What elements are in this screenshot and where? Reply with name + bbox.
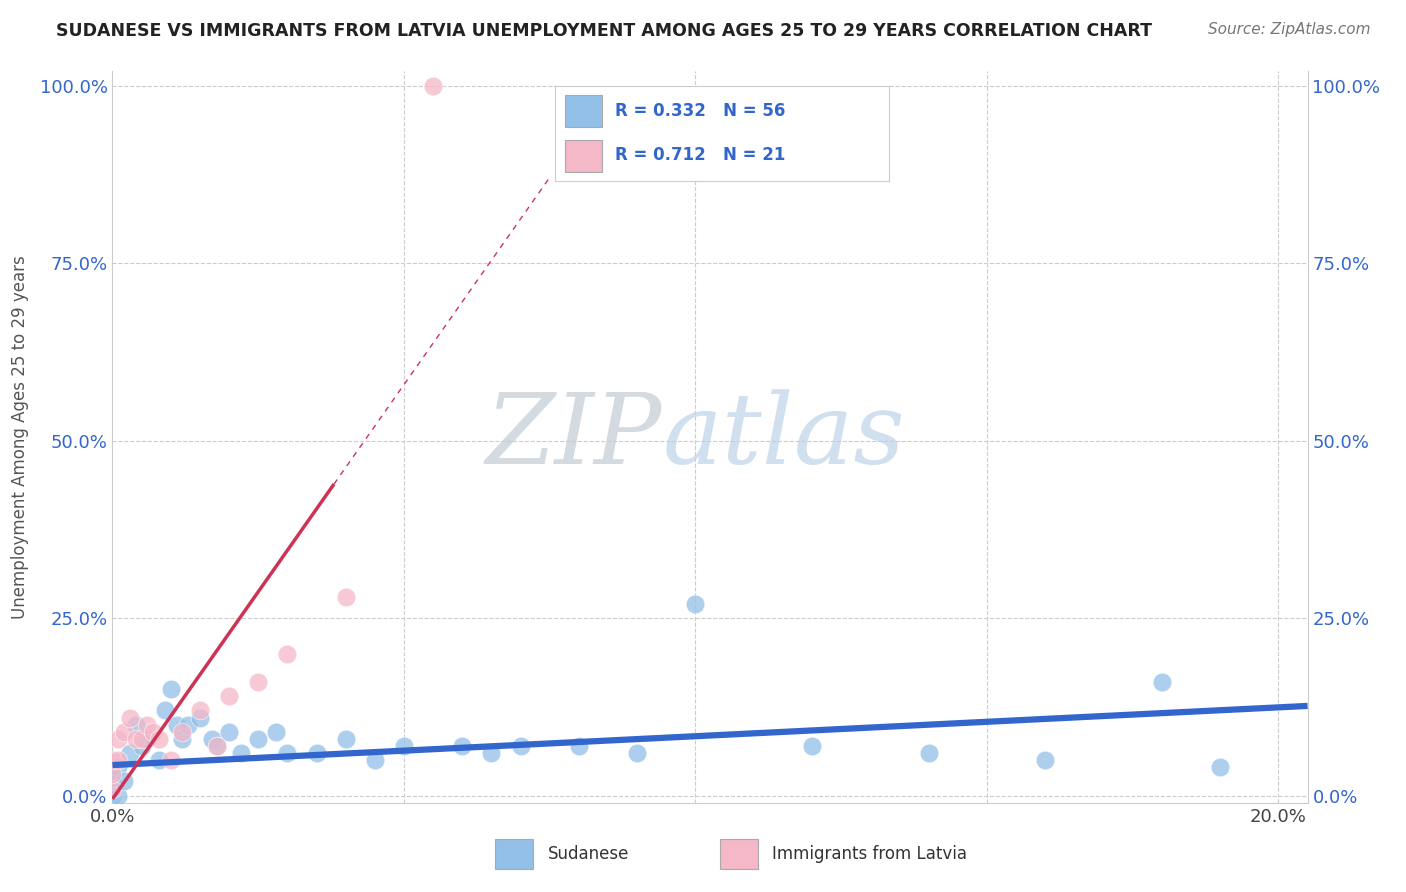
Point bbox=[481, 746, 503, 760]
Point bbox=[101, 778, 124, 792]
Point bbox=[166, 717, 188, 731]
Point bbox=[101, 767, 124, 781]
Point bbox=[626, 746, 648, 760]
Point bbox=[101, 753, 124, 767]
Point bbox=[177, 717, 200, 731]
Point bbox=[101, 774, 124, 789]
Point bbox=[153, 704, 176, 718]
Point bbox=[247, 675, 270, 690]
Point bbox=[422, 78, 444, 93]
Point bbox=[801, 739, 824, 753]
Point bbox=[264, 724, 287, 739]
Point bbox=[101, 771, 124, 785]
Point bbox=[276, 647, 298, 661]
Point bbox=[131, 739, 153, 753]
Point bbox=[159, 682, 181, 697]
Point bbox=[451, 739, 474, 753]
Point bbox=[207, 739, 229, 753]
Point bbox=[218, 690, 240, 704]
Point bbox=[917, 746, 939, 760]
Point bbox=[172, 724, 194, 739]
Point bbox=[118, 710, 141, 724]
Point bbox=[101, 780, 124, 794]
Point bbox=[101, 771, 124, 785]
Point bbox=[101, 778, 124, 792]
Point bbox=[101, 781, 124, 796]
Text: Source: ZipAtlas.com: Source: ZipAtlas.com bbox=[1208, 22, 1371, 37]
Point bbox=[101, 789, 124, 803]
Point bbox=[148, 731, 170, 746]
Point bbox=[107, 731, 129, 746]
Point bbox=[1033, 753, 1056, 767]
Point bbox=[101, 789, 124, 803]
Point bbox=[148, 753, 170, 767]
Point bbox=[207, 739, 229, 753]
Point bbox=[101, 767, 124, 781]
Point bbox=[685, 597, 707, 611]
Point bbox=[118, 746, 141, 760]
Point bbox=[125, 717, 148, 731]
Point bbox=[136, 731, 159, 746]
Point bbox=[188, 704, 211, 718]
Point bbox=[159, 753, 181, 767]
Point bbox=[172, 731, 194, 746]
Point bbox=[101, 774, 124, 789]
Point bbox=[364, 753, 387, 767]
Point bbox=[136, 717, 159, 731]
Point bbox=[101, 789, 124, 803]
Point bbox=[101, 774, 124, 789]
Point bbox=[101, 785, 124, 799]
Text: ZIP: ZIP bbox=[486, 390, 662, 484]
Point bbox=[101, 789, 124, 803]
Point bbox=[276, 746, 298, 760]
Point bbox=[392, 739, 415, 753]
Point bbox=[142, 724, 165, 739]
Point bbox=[335, 731, 357, 746]
Point bbox=[568, 739, 591, 753]
Point bbox=[101, 789, 124, 803]
Point bbox=[107, 789, 129, 803]
Point bbox=[218, 724, 240, 739]
Point bbox=[101, 781, 124, 796]
Point bbox=[112, 774, 135, 789]
Point bbox=[112, 724, 135, 739]
Point bbox=[188, 710, 211, 724]
Point bbox=[101, 783, 124, 797]
Text: atlas: atlas bbox=[662, 390, 905, 484]
Point bbox=[247, 731, 270, 746]
Point bbox=[509, 739, 531, 753]
Point bbox=[131, 731, 153, 746]
Point bbox=[229, 746, 252, 760]
Point bbox=[107, 753, 129, 767]
Text: SUDANESE VS IMMIGRANTS FROM LATVIA UNEMPLOYMENT AMONG AGES 25 TO 29 YEARS CORREL: SUDANESE VS IMMIGRANTS FROM LATVIA UNEMP… bbox=[56, 22, 1153, 40]
Point bbox=[1150, 675, 1173, 690]
Y-axis label: Unemployment Among Ages 25 to 29 years: Unemployment Among Ages 25 to 29 years bbox=[10, 255, 28, 619]
Point bbox=[125, 731, 148, 746]
Point bbox=[200, 731, 222, 746]
Point bbox=[101, 767, 124, 781]
Point bbox=[101, 781, 124, 796]
Point bbox=[1209, 760, 1232, 774]
Point bbox=[305, 746, 328, 760]
Point bbox=[335, 590, 357, 604]
Point bbox=[107, 760, 129, 774]
Point bbox=[101, 785, 124, 799]
